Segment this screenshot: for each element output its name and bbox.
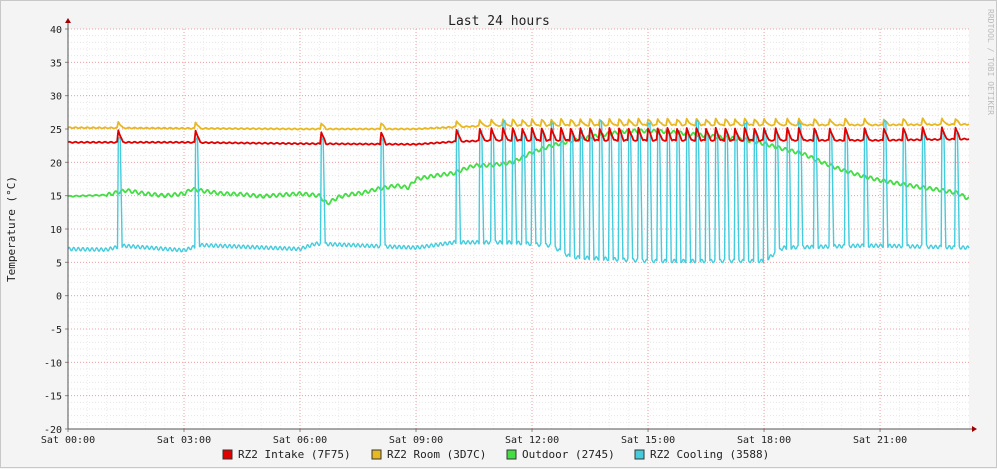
y-tick-label: 0: [56, 292, 62, 303]
y-tick-label: 25: [50, 125, 62, 136]
series-lines: [67, 117, 970, 264]
y-tick-label: 35: [50, 58, 62, 69]
x-tick-label: Sat 06:00: [273, 435, 327, 446]
axes: [65, 18, 977, 432]
y-axis-arrow: [65, 18, 71, 23]
x-tick-label: Sat 12:00: [505, 435, 559, 446]
x-tick-label: Sat 15:00: [621, 435, 675, 446]
x-tick-label: Sat 03:00: [157, 435, 211, 446]
legend-swatch: [371, 449, 382, 460]
series-line-room: [67, 117, 970, 131]
legend-label: RZ2 Intake (7F75): [238, 448, 351, 461]
series-line-outdoor: [67, 128, 970, 206]
grid: [67, 28, 969, 430]
y-tick-label: 5: [56, 258, 62, 269]
y-tick-label: 10: [50, 225, 62, 236]
x-tick-label: Sat 00:00: [41, 435, 95, 446]
y-tick-label: 20: [50, 158, 62, 169]
x-axis-arrow: [972, 426, 977, 432]
y-tick-label: 15: [50, 192, 62, 203]
legend-swatch: [222, 449, 233, 460]
series-line-cooling: [67, 120, 970, 264]
y-tick-label: -15: [44, 392, 62, 403]
y-tick-label: -10: [44, 358, 62, 369]
legend-label: Outdoor (2745): [522, 448, 615, 461]
legend-label: RZ2 Cooling (3588): [650, 448, 769, 461]
x-tick-label: Sat 18:00: [737, 435, 791, 446]
y-tick-label: 40: [50, 25, 62, 36]
y-tick-label: -20: [44, 425, 62, 436]
x-tick-label: Sat 09:00: [389, 435, 443, 446]
legend-swatch: [506, 449, 517, 460]
y-tick-label: 30: [50, 92, 62, 103]
y-axis-label: Temperature (°C): [5, 176, 18, 282]
series-line-intake: [67, 126, 970, 146]
legend-label: RZ2 Room (3D7C): [387, 448, 486, 461]
legend-swatch: [634, 449, 645, 460]
legend: RZ2 Intake (7F75) RZ2 Room (3D7C) Outdoor …: [222, 448, 769, 461]
x-tick-label: Sat 21:00: [853, 435, 907, 446]
chart-title: Last 24 hours: [448, 14, 550, 29]
y-tick-label: -5: [50, 325, 62, 336]
watermark: RRDTOOL / TOBI OETIKER: [986, 9, 995, 115]
